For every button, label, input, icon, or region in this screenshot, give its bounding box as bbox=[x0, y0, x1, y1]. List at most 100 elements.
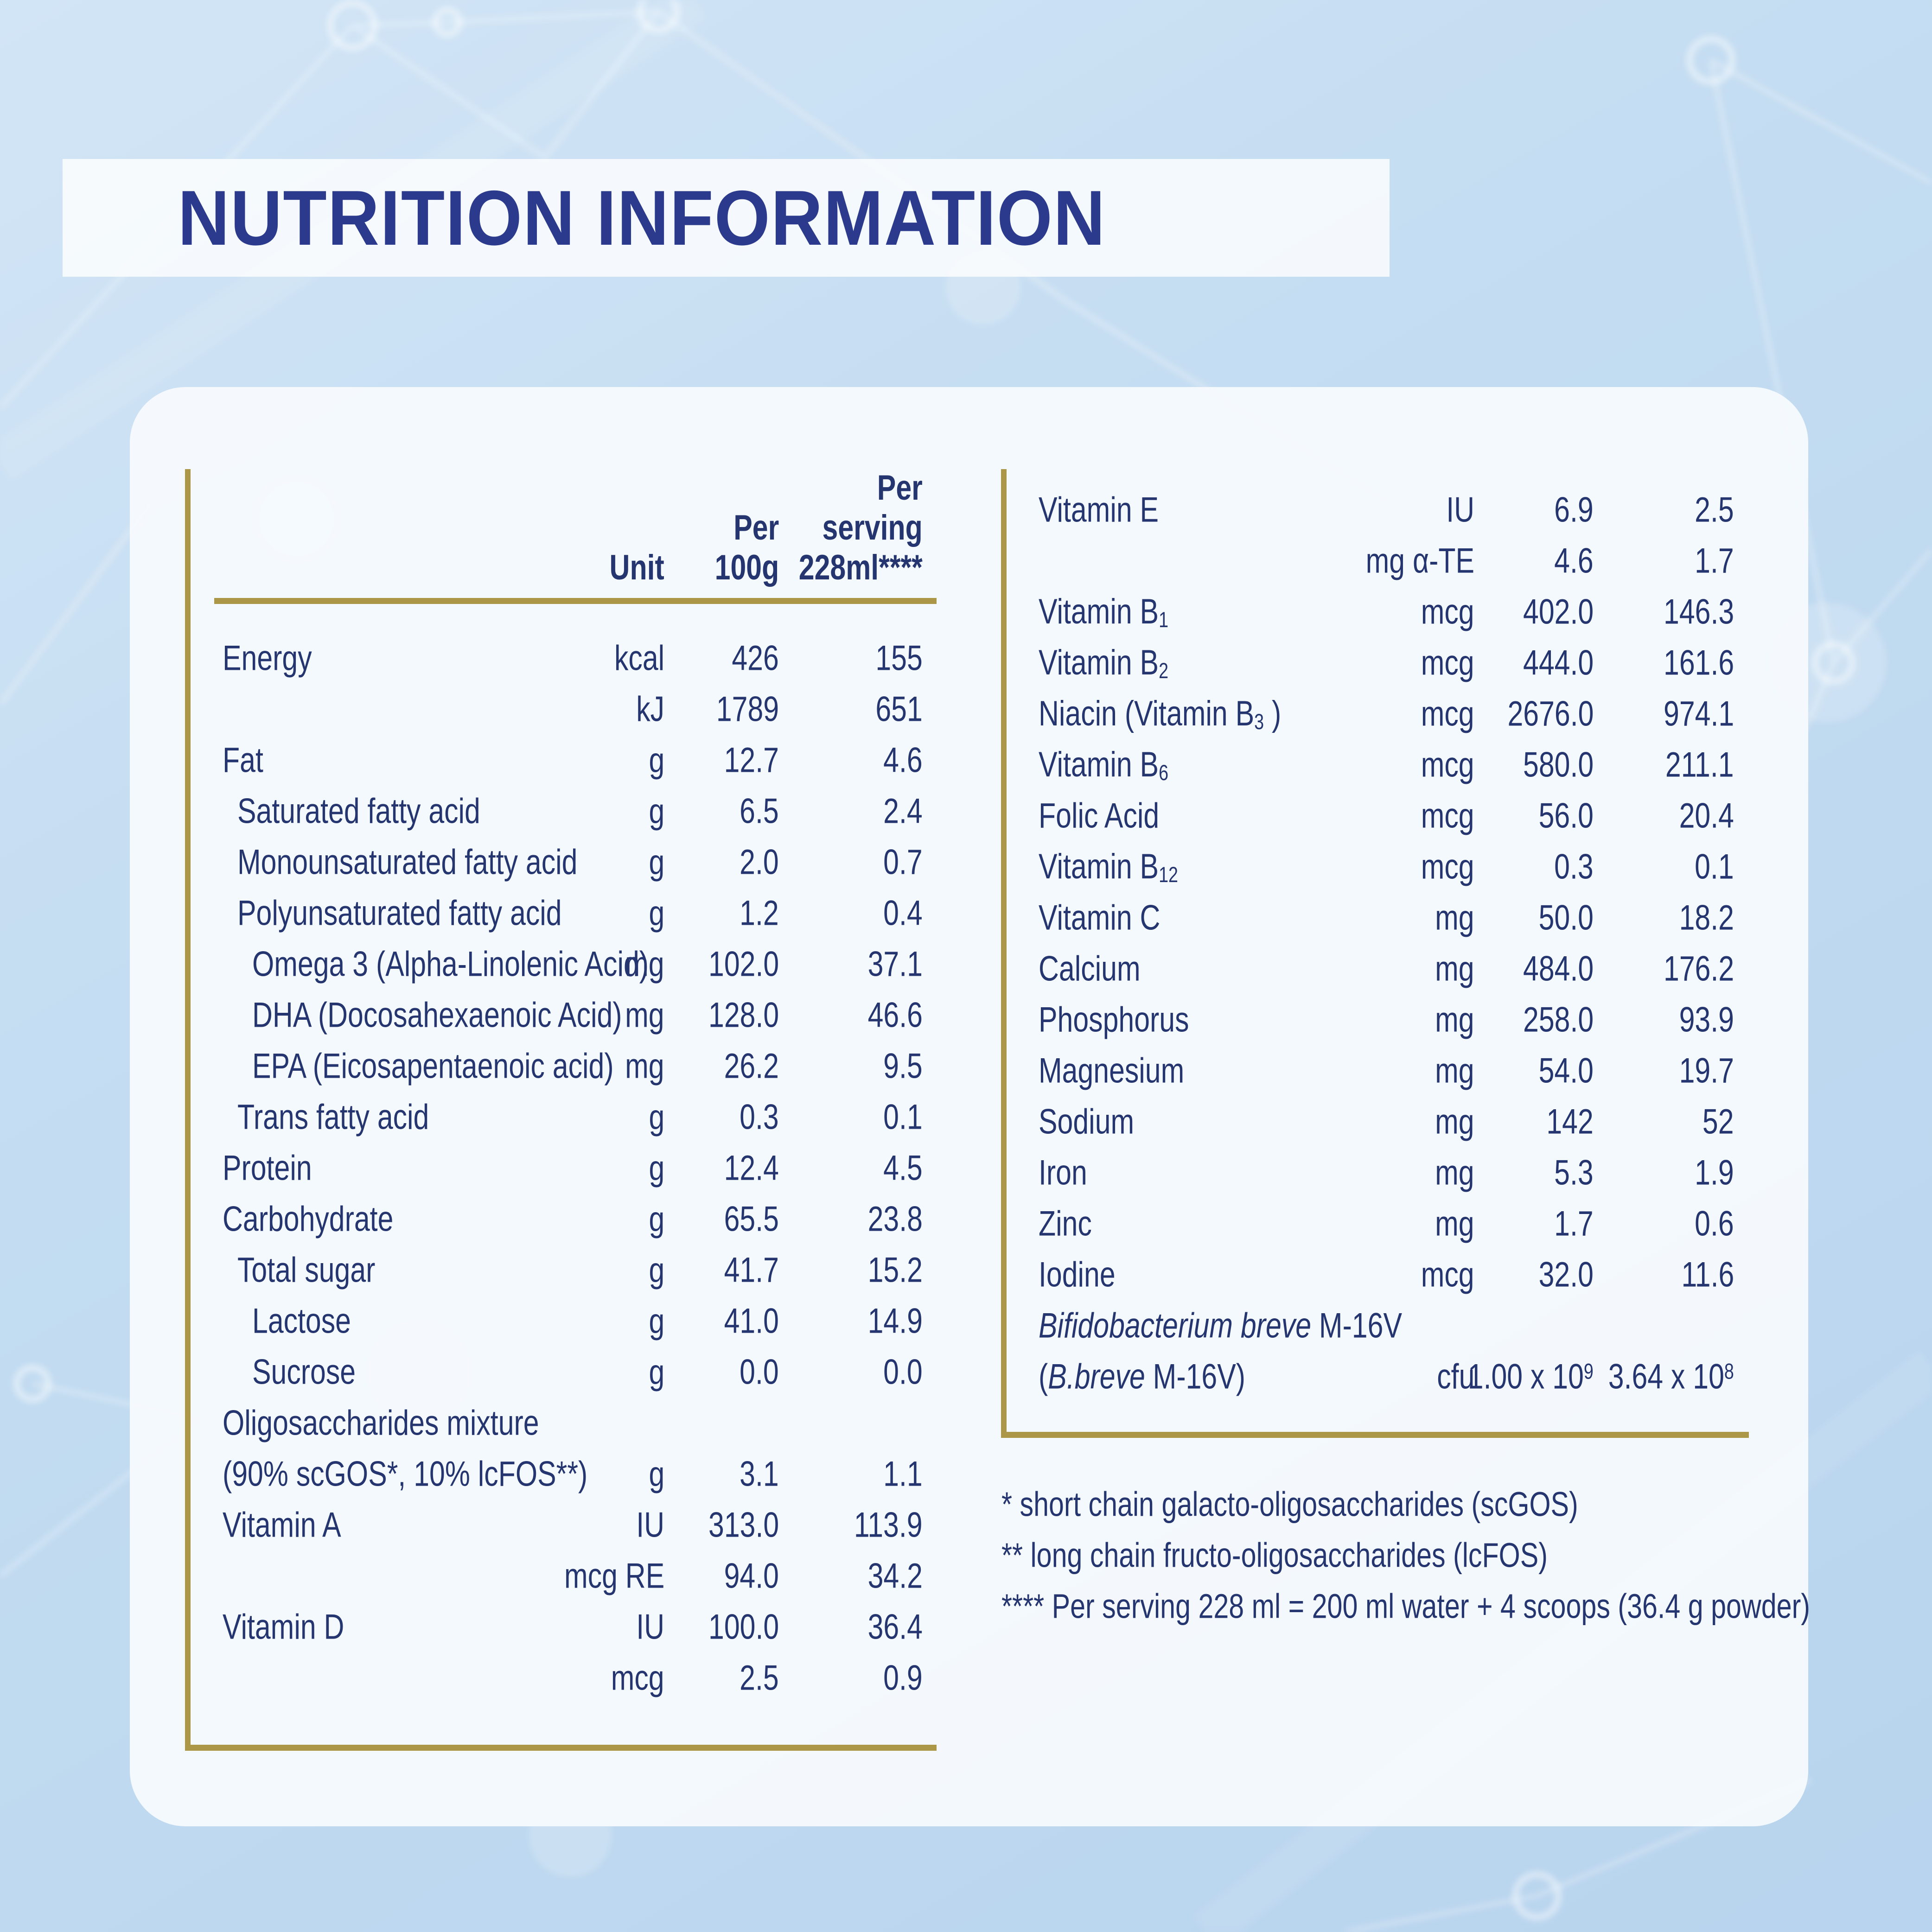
unit-cell: g bbox=[649, 893, 664, 933]
per-100g-cell: 54.0 bbox=[1538, 1051, 1594, 1091]
table-row: (90% scGOS*, 10% lcFOS**) g 3.1 1.1 bbox=[0, 1449, 1932, 1500]
table-row: Saturated fatty acid g 6.5 2.4 bbox=[0, 786, 1932, 837]
table-row: Oligosaccharides mixture bbox=[0, 1398, 1932, 1449]
table-row: Folic Acid mcg 56.0 20.4 bbox=[0, 790, 1932, 841]
table-row: Sodium mg 142 52 bbox=[0, 1096, 1932, 1147]
table-row: Total sugar g 41.7 15.2 bbox=[0, 1245, 1932, 1296]
nutrient-label: Energy bbox=[223, 638, 312, 678]
column-header-unit-label: Unit bbox=[609, 548, 664, 587]
per-100g-cell: 32.0 bbox=[1538, 1255, 1594, 1295]
nutrient-label: Iron bbox=[1039, 1153, 1087, 1193]
unit-cell: mg bbox=[1435, 1204, 1474, 1244]
per-serving-cell: 18.2 bbox=[1679, 898, 1734, 938]
nutrient-label: EPA (Eicosapentaenoic acid) bbox=[252, 1046, 614, 1086]
unit-cell: cfu bbox=[1436, 1357, 1474, 1397]
per-100g-cell: 65.5 bbox=[724, 1199, 779, 1239]
table-row: Omega 3 (Alpha-Linolenic Acid) mg 102.0 37.… bbox=[0, 939, 1932, 990]
unit-cell: mg bbox=[1435, 1102, 1474, 1142]
nutrient-label: Niacin (Vitamin B3 ) bbox=[1039, 693, 1282, 734]
per-100g-cell: 313.0 bbox=[708, 1505, 779, 1545]
table-row: Vitamin D IU 100.0 36.4 bbox=[0, 1602, 1932, 1652]
table-row: Iodine mcg 32.0 11.6 bbox=[0, 1249, 1932, 1300]
table-row: Calcium mg 484.0 176.2 bbox=[0, 943, 1932, 994]
per-serving-cell: 11.6 bbox=[1681, 1255, 1734, 1295]
per-serving-cell: 1.1 bbox=[883, 1454, 923, 1494]
per-serving-cell: 15.2 bbox=[867, 1250, 923, 1290]
unit-cell: g bbox=[649, 1352, 664, 1392]
per-100g-cell: 102.0 bbox=[708, 944, 779, 984]
per-serving-cell: 211.1 bbox=[1665, 745, 1734, 785]
nutrient-label: Monounsaturated fatty acid bbox=[237, 842, 578, 882]
unit-cell: kJ bbox=[636, 689, 664, 729]
per-serving-cell: 0.4 bbox=[883, 893, 923, 933]
per-serving-cell: 9.5 bbox=[883, 1046, 923, 1086]
per-100g-cell: 6.9 bbox=[1554, 490, 1594, 530]
nutrient-label: Lactose bbox=[252, 1301, 351, 1341]
per-serving-cell: 23.8 bbox=[867, 1199, 923, 1239]
nutrient-label: Vitamin B2 bbox=[1039, 642, 1169, 683]
unit-cell: kcal bbox=[614, 638, 664, 678]
nutrient-label: (B.breve M-16V) bbox=[1039, 1357, 1246, 1397]
unit-cell: mg α-TE bbox=[1365, 541, 1474, 581]
table-row: (B.breve M-16V) cfu 1.00 x 109 3.64 x 108 bbox=[0, 1351, 1932, 1402]
column-header-per-serving-line2: serving bbox=[822, 508, 923, 547]
per-100g-cell: 26.2 bbox=[724, 1046, 779, 1086]
nutrient-label: Trans fatty acid bbox=[237, 1097, 429, 1137]
unit-cell: IU bbox=[636, 1607, 664, 1647]
nutrient-label: Magnesium bbox=[1039, 1051, 1185, 1091]
unit-cell: mcg bbox=[1421, 745, 1474, 785]
table-row: Bifidobacterium breve M-16V bbox=[0, 1300, 1932, 1351]
per-100g-cell: 2676.0 bbox=[1507, 694, 1594, 734]
nutrient-label: Iodine bbox=[1039, 1255, 1116, 1295]
per-100g-cell: 1789 bbox=[716, 689, 779, 729]
per-100g-cell: 2.5 bbox=[740, 1658, 779, 1698]
unit-cell: g bbox=[649, 791, 664, 831]
column-header-unit: Unit bbox=[610, 548, 664, 588]
unit-cell: mg bbox=[1435, 1051, 1474, 1091]
unit-cell: g bbox=[649, 842, 664, 882]
unit-cell: mg bbox=[1435, 949, 1474, 989]
table-row: Fat g 12.7 4.6 bbox=[0, 735, 1932, 786]
unit-cell: g bbox=[649, 1199, 664, 1239]
unit-cell: mcg bbox=[1421, 643, 1474, 683]
per-100g-cell: 2.0 bbox=[740, 842, 779, 882]
per-100g-cell: 402.0 bbox=[1523, 592, 1594, 632]
per-serving-cell: 4.6 bbox=[883, 740, 923, 780]
per-serving-cell: 0.9 bbox=[883, 1658, 923, 1698]
per-serving-cell: 0.0 bbox=[883, 1352, 923, 1392]
column-header-per-100g: Per 100g bbox=[714, 508, 779, 588]
table-row: mcg 2.5 0.9 bbox=[0, 1652, 1932, 1703]
per-serving-cell: 0.1 bbox=[883, 1097, 923, 1137]
unit-cell: mg bbox=[1435, 1153, 1474, 1193]
per-100g-cell: 50.0 bbox=[1538, 898, 1594, 938]
per-serving-cell: 651 bbox=[875, 689, 923, 729]
unit-cell: IU bbox=[636, 1505, 664, 1545]
per-100g-cell: 4.6 bbox=[1554, 541, 1594, 581]
per-100g-cell: 142 bbox=[1546, 1102, 1594, 1142]
table-row: DHA (Docosahexaenoic Acid) mg 128.0 46.6 bbox=[0, 990, 1932, 1041]
title-banner: NUTRITION INFORMATION bbox=[63, 159, 1390, 277]
nutrient-label: Vitamin D bbox=[223, 1607, 344, 1647]
per-serving-cell: 34.2 bbox=[867, 1556, 923, 1596]
nutrient-label: Sodium bbox=[1039, 1102, 1135, 1142]
per-100g-cell: 426 bbox=[732, 638, 779, 678]
table-row: Vitamin A IU 313.0 113.9 bbox=[0, 1500, 1932, 1551]
unit-cell: mg bbox=[1435, 898, 1474, 938]
table-row: Vitamin C mg 50.0 18.2 bbox=[0, 892, 1932, 943]
per-100g-cell: 6.5 bbox=[740, 791, 779, 831]
nutrient-label: Vitamin B1 bbox=[1039, 591, 1169, 632]
nutrient-label: Sucrose bbox=[252, 1352, 356, 1392]
per-serving-cell: 19.7 bbox=[1679, 1051, 1734, 1091]
per-100g-cell: 0.3 bbox=[740, 1097, 779, 1137]
unit-cell: mg bbox=[625, 995, 664, 1035]
per-100g-cell: 258.0 bbox=[1523, 1000, 1594, 1040]
unit-cell: g bbox=[649, 1454, 664, 1494]
table-row: Energy kcal 426 155 bbox=[0, 633, 1932, 684]
unit-cell: mcg bbox=[1421, 694, 1474, 734]
per-serving-cell: 20.4 bbox=[1679, 796, 1734, 836]
per-serving-cell: 113.9 bbox=[854, 1505, 923, 1545]
per-serving-cell: 146.3 bbox=[1663, 592, 1734, 632]
nutrient-label: Vitamin B6 bbox=[1039, 744, 1169, 785]
